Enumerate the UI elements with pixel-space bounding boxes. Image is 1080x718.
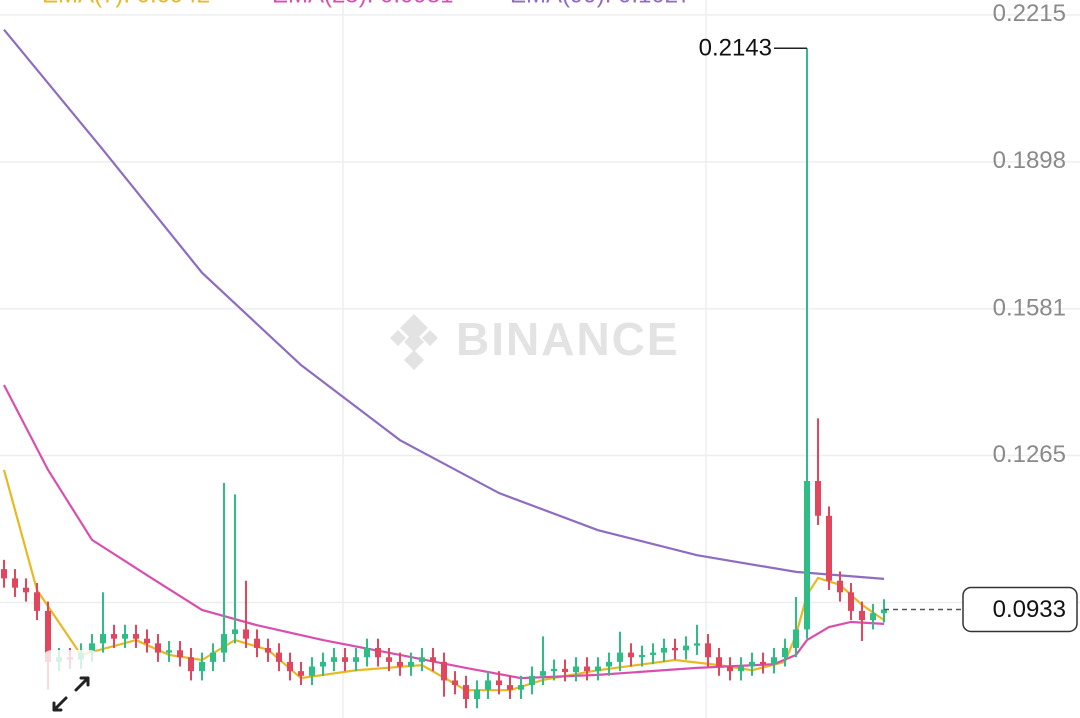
candle-body bbox=[683, 645, 689, 651]
candle-body bbox=[518, 685, 524, 690]
candle-body bbox=[859, 610, 865, 621]
candle-body bbox=[837, 580, 843, 593]
candle-body bbox=[815, 480, 821, 516]
candle-body bbox=[804, 480, 810, 630]
y-tick-label: 0.1898 bbox=[993, 147, 1066, 174]
candle-body bbox=[617, 652, 623, 662]
current-price-box bbox=[962, 586, 1078, 633]
candle-body bbox=[826, 515, 832, 581]
expand-button[interactable] bbox=[42, 650, 100, 718]
candle-body bbox=[507, 685, 513, 690]
candle-body bbox=[34, 592, 40, 611]
candle-body bbox=[485, 680, 491, 690]
candle-body bbox=[188, 657, 194, 672]
candle-body bbox=[221, 634, 227, 653]
candle-body bbox=[881, 609, 887, 614]
candle-body bbox=[551, 668, 557, 672]
candle-body bbox=[716, 657, 722, 667]
y-tick-label: 0.1265 bbox=[993, 441, 1066, 468]
candle-body bbox=[540, 671, 546, 676]
candle-body bbox=[397, 661, 403, 667]
candle-body bbox=[782, 647, 788, 658]
candle-body bbox=[155, 643, 161, 653]
candle-body bbox=[12, 578, 18, 588]
legend-entry: EMA(25): 0.0931 bbox=[272, 0, 453, 8]
candle-body bbox=[727, 666, 733, 672]
candle-body bbox=[1, 569, 7, 579]
ema-line bbox=[3, 28, 885, 580]
candle-body bbox=[298, 671, 304, 676]
candle-body bbox=[364, 647, 370, 658]
candle-body bbox=[848, 592, 854, 611]
candle-body bbox=[353, 657, 359, 662]
candle-body bbox=[474, 689, 480, 699]
candle-body bbox=[177, 650, 183, 658]
candle-body bbox=[452, 680, 458, 686]
candle-body bbox=[309, 666, 315, 676]
candle-body bbox=[320, 661, 326, 667]
candle-body bbox=[386, 657, 392, 662]
ema-line bbox=[3, 384, 885, 680]
candle-body bbox=[111, 634, 117, 639]
candle-body bbox=[628, 652, 634, 658]
current-price-label: 0.0933 bbox=[993, 596, 1066, 623]
candle-body bbox=[760, 661, 766, 665]
y-tick-label: 0.1581 bbox=[993, 294, 1066, 321]
candle-body bbox=[408, 661, 414, 667]
candle-body bbox=[276, 652, 282, 662]
candle-body bbox=[463, 685, 469, 699]
candle-body bbox=[100, 634, 106, 644]
candle-body bbox=[210, 652, 216, 662]
candle-body bbox=[793, 629, 799, 648]
candle-body bbox=[89, 643, 95, 653]
candle-body bbox=[419, 657, 425, 662]
candle-body bbox=[342, 657, 348, 662]
candle-body bbox=[584, 666, 590, 672]
candle-body bbox=[23, 587, 29, 593]
legend-entry: EMA(7): 0.0942 bbox=[42, 0, 210, 8]
candle-body bbox=[133, 634, 139, 639]
candle-body bbox=[639, 654, 645, 658]
candle-body bbox=[606, 661, 612, 667]
candle-body bbox=[870, 613, 876, 621]
candle-body bbox=[573, 666, 579, 673]
candle-body bbox=[749, 661, 755, 667]
candle-body bbox=[122, 634, 128, 639]
high-marker-label: 0.2143 bbox=[699, 35, 772, 62]
candle-body bbox=[375, 647, 381, 658]
candle-body bbox=[562, 668, 568, 673]
candle-body bbox=[738, 666, 744, 672]
candle-body bbox=[496, 680, 502, 686]
candle-body bbox=[430, 657, 436, 662]
watermark: BINANCE bbox=[456, 313, 680, 365]
candle-body bbox=[705, 643, 711, 658]
candle-body bbox=[661, 647, 667, 653]
candle-body bbox=[265, 647, 271, 653]
candle-body bbox=[254, 638, 260, 648]
candle-body bbox=[441, 661, 447, 681]
candle-body bbox=[243, 629, 249, 639]
watermark-logo bbox=[390, 314, 438, 370]
candle-body bbox=[287, 661, 293, 672]
candle-body bbox=[672, 647, 678, 651]
legend-entry: EMA(99): 0.1027 bbox=[510, 0, 691, 8]
y-tick-label: 0.2215 bbox=[993, 0, 1066, 27]
candle-body bbox=[45, 610, 51, 662]
candle-body bbox=[595, 666, 601, 672]
candle-body bbox=[650, 652, 656, 655]
candle-body bbox=[529, 675, 535, 686]
candle-body bbox=[771, 657, 777, 665]
candle-body bbox=[144, 638, 150, 644]
candle-body bbox=[232, 629, 238, 635]
candle-body bbox=[331, 657, 337, 662]
candle-body bbox=[694, 643, 700, 646]
candle-body bbox=[199, 661, 205, 672]
candle-body bbox=[166, 650, 172, 653]
